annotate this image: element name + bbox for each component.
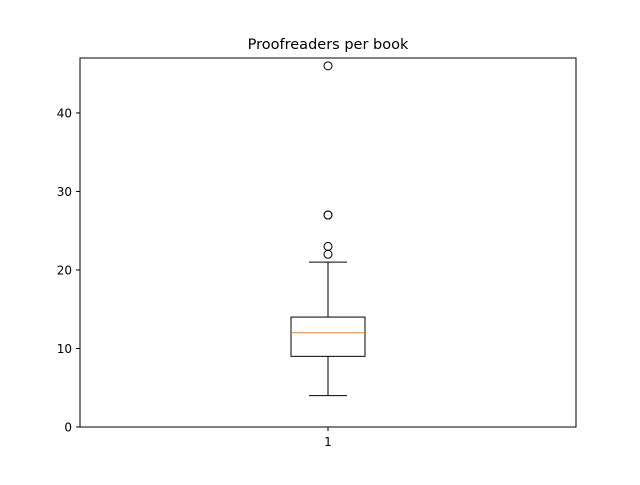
marks-layer bbox=[290, 61, 366, 397]
outlier-point bbox=[323, 61, 333, 71]
iqr-box bbox=[290, 316, 366, 357]
y-tick-label: 40 bbox=[57, 106, 72, 120]
y-tick-label: 0 bbox=[64, 421, 72, 435]
axes-layer: 0 10 20 30 40 1 bbox=[57, 106, 332, 449]
chart-title: Proofreaders per book bbox=[248, 37, 409, 53]
outlier-point bbox=[323, 210, 333, 220]
y-tick-label: 20 bbox=[57, 263, 72, 277]
outlier-point bbox=[323, 241, 333, 251]
y-tick-label: 30 bbox=[57, 185, 72, 199]
y-tick-label: 10 bbox=[57, 342, 72, 356]
box-group bbox=[290, 61, 366, 397]
plot-area-frame bbox=[79, 57, 577, 428]
x-tick-label: 1 bbox=[324, 435, 332, 449]
